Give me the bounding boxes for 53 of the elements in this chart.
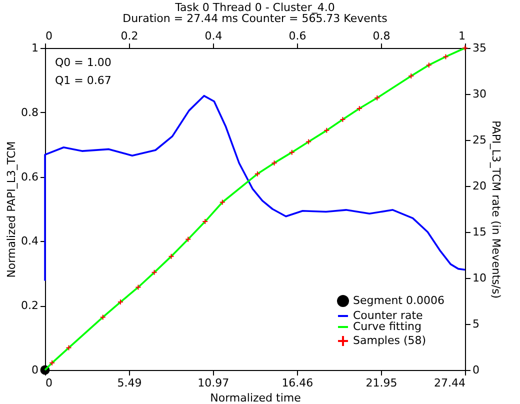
x-tick-label: 21.95 — [366, 376, 398, 390]
point — [49, 360, 56, 366]
y2-tick-label: 30 — [472, 88, 486, 100]
x-tick-label: 27.44 — [434, 376, 466, 390]
y2-tick-label: 20 — [472, 180, 486, 192]
x2-tick-label: 0 — [46, 30, 52, 42]
y2-tick-label: 5 — [472, 318, 480, 330]
annotation: Q1 = 0.67 — [55, 74, 112, 87]
chart-subtitle: Duration = 27.44 ms Counter = 565.73 Kevents — [122, 12, 388, 25]
y2-tick-label: 25 — [472, 134, 486, 146]
x2-tick-label: 0.4 — [204, 30, 222, 42]
legend-label: Samples (58) — [353, 334, 426, 347]
y-tick-label: 1 — [32, 42, 38, 54]
point — [426, 62, 432, 68]
y-tick-label: 0.4 — [21, 234, 38, 248]
point — [442, 54, 449, 60]
y-axis-title: Normalized PAPI_L3_TCM — [5, 141, 18, 278]
point — [151, 269, 158, 276]
point — [100, 314, 106, 320]
y2-axis-title: PAPI_L3_TCM rate (in Mevents/s) — [489, 120, 502, 299]
chart-title: Task 0 Thread 0 - Cluster_4.0 — [174, 1, 335, 14]
x2-tick-label: 1 — [458, 30, 466, 42]
y2-tick-label: 0 — [472, 364, 480, 376]
point — [374, 94, 380, 101]
legend-label: Curve fitting — [353, 320, 422, 333]
y-tick-label: 0 — [32, 364, 38, 376]
legend-label: Segment 0.0006 — [353, 294, 444, 307]
x2-tick-label: 0.6 — [288, 30, 306, 42]
y-tick-label: 0.6 — [21, 170, 38, 184]
point — [185, 236, 192, 242]
point — [168, 253, 174, 260]
x2-tick-label: 0.2 — [120, 30, 138, 42]
x2-tick-label: 0.8 — [372, 30, 390, 42]
annotation: Q0 = 1.00 — [55, 56, 112, 69]
x-axis-title: Normalized time — [210, 392, 302, 404]
y2-tick-label: 15 — [472, 226, 486, 238]
y-tick-label: 0.8 — [21, 106, 38, 119]
x-tick-label: 10.97 — [198, 376, 230, 390]
point — [324, 127, 330, 134]
line-series — [44, 94, 466, 282]
point — [306, 138, 312, 145]
y2-tick-label: 35 — [472, 42, 486, 54]
x-tick-label: 5.49 — [117, 376, 142, 390]
y-tick-label: 0.2 — [21, 299, 38, 312]
point — [66, 344, 72, 351]
point — [288, 149, 295, 156]
point — [254, 170, 260, 177]
y2-tick-label: 10 — [472, 272, 486, 284]
point — [219, 199, 226, 206]
legend-label: Counter rate — [353, 309, 424, 322]
x-tick-label: 16.46 — [282, 376, 314, 390]
point — [135, 284, 142, 290]
x-tick-label: 0 — [46, 376, 52, 390]
